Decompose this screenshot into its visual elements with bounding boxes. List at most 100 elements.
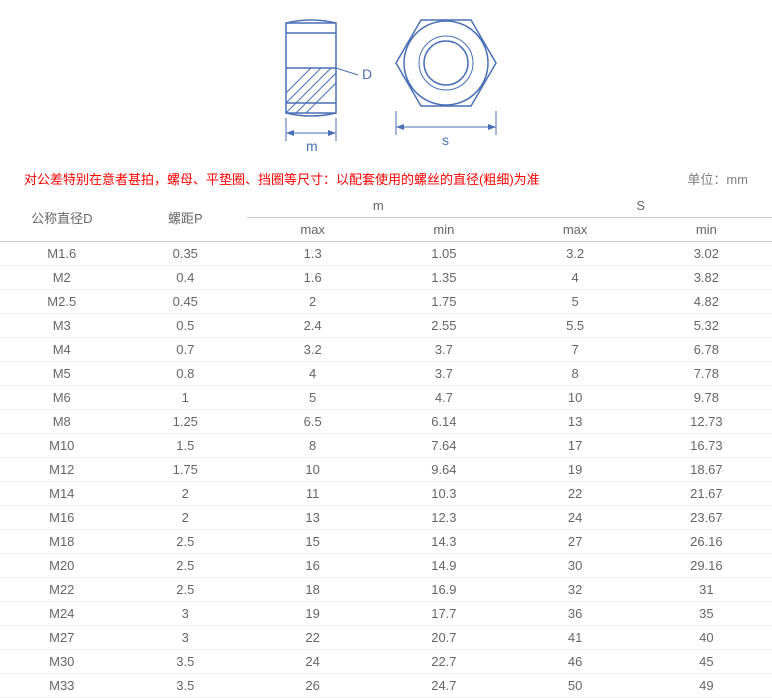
table-row: M101.587.641716.73 <box>0 434 772 458</box>
cell-d: M4 <box>0 338 124 362</box>
table-row: M2.50.4521.7554.82 <box>0 290 772 314</box>
cell-mmax: 2 <box>247 290 378 314</box>
cell-p: 1.5 <box>124 434 248 458</box>
cell-p: 3.5 <box>124 650 248 674</box>
table-row: M6154.7109.78 <box>0 386 772 410</box>
table-row: M333.52624.75049 <box>0 674 772 698</box>
cell-mmin: 14.3 <box>378 530 509 554</box>
cell-mmax: 4 <box>247 362 378 386</box>
cell-d: M22 <box>0 578 124 602</box>
table-row: M2431917.73635 <box>0 602 772 626</box>
table-row: M1421110.32221.67 <box>0 482 772 506</box>
header-s-max: max <box>510 218 641 242</box>
table-body: M1.60.351.31.053.23.02M20.41.61.3543.82M… <box>0 242 772 698</box>
header-s: S <box>510 194 772 218</box>
cell-d: M3 <box>0 314 124 338</box>
cell-smax: 50 <box>510 674 641 698</box>
cell-mmin: 3.7 <box>378 362 509 386</box>
cell-mmin: 1.05 <box>378 242 509 266</box>
cell-p: 2.5 <box>124 554 248 578</box>
diagram-label-s: s <box>442 132 449 148</box>
cell-smax: 36 <box>510 602 641 626</box>
cell-mmin: 4.7 <box>378 386 509 410</box>
cell-d: M10 <box>0 434 124 458</box>
table-row: M182.51514.32726.16 <box>0 530 772 554</box>
cell-smin: 18.67 <box>641 458 772 482</box>
cell-smin: 21.67 <box>641 482 772 506</box>
cell-p: 2 <box>124 482 248 506</box>
table-row: M50.843.787.78 <box>0 362 772 386</box>
cell-p: 0.8 <box>124 362 248 386</box>
unit-label: 单位：mm <box>687 169 748 188</box>
cell-smin: 31 <box>641 578 772 602</box>
cell-p: 2 <box>124 506 248 530</box>
cell-d: M27 <box>0 626 124 650</box>
cell-mmax: 1.3 <box>247 242 378 266</box>
cell-mmax: 16 <box>247 554 378 578</box>
cell-mmax: 10 <box>247 458 378 482</box>
cell-smin: 40 <box>641 626 772 650</box>
header-d: 公称直径D <box>0 194 124 242</box>
cell-p: 2.5 <box>124 530 248 554</box>
cell-smax: 19 <box>510 458 641 482</box>
cell-p: 1 <box>124 386 248 410</box>
cell-smax: 30 <box>510 554 641 578</box>
table-row: M2732220.74140 <box>0 626 772 650</box>
cell-mmax: 22 <box>247 626 378 650</box>
cell-d: M2 <box>0 266 124 290</box>
cell-d: M14 <box>0 482 124 506</box>
table-row: M20.41.61.3543.82 <box>0 266 772 290</box>
cell-mmin: 10.3 <box>378 482 509 506</box>
cell-smin: 3.02 <box>641 242 772 266</box>
cell-p: 1.75 <box>124 458 248 482</box>
cell-mmin: 7.64 <box>378 434 509 458</box>
nut-diagram-svg: D m s <box>226 5 546 160</box>
cell-smax: 24 <box>510 506 641 530</box>
cell-smin: 35 <box>641 602 772 626</box>
cell-d: M30 <box>0 650 124 674</box>
table-row: M202.51614.93029.16 <box>0 554 772 578</box>
cell-p: 0.4 <box>124 266 248 290</box>
cell-mmin: 14.9 <box>378 554 509 578</box>
cell-d: M12 <box>0 458 124 482</box>
cell-smin: 23.67 <box>641 506 772 530</box>
cell-d: M24 <box>0 602 124 626</box>
cell-smax: 17 <box>510 434 641 458</box>
table-row: M40.73.23.776.78 <box>0 338 772 362</box>
cell-p: 0.35 <box>124 242 248 266</box>
cell-mmax: 18 <box>247 578 378 602</box>
cell-p: 0.45 <box>124 290 248 314</box>
cell-mmax: 26 <box>247 674 378 698</box>
cell-smax: 5.5 <box>510 314 641 338</box>
cell-p: 3 <box>124 602 248 626</box>
note-row: 对公差特别在意者甚拍，螺母、平垫圈、挡圈等尺寸：以配套使用的螺丝的直径(粗细)为… <box>0 165 772 194</box>
cell-mmax: 19 <box>247 602 378 626</box>
cell-d: M2.5 <box>0 290 124 314</box>
cell-d: M20 <box>0 554 124 578</box>
cell-smax: 10 <box>510 386 641 410</box>
cell-smax: 7 <box>510 338 641 362</box>
table-row: M1621312.32423.67 <box>0 506 772 530</box>
diagram-label-m: m <box>306 138 318 154</box>
table-row: M121.75109.641918.67 <box>0 458 772 482</box>
cell-mmin: 1.75 <box>378 290 509 314</box>
header-m: m <box>247 194 509 218</box>
cell-smin: 26.16 <box>641 530 772 554</box>
table-row: M303.52422.74645 <box>0 650 772 674</box>
dimension-table: 公称直径D 螺距P m S max min max min M1.60.351.… <box>0 194 772 698</box>
cell-mmax: 15 <box>247 530 378 554</box>
cell-mmin: 1.35 <box>378 266 509 290</box>
cell-smin: 3.82 <box>641 266 772 290</box>
table-row: M30.52.42.555.55.32 <box>0 314 772 338</box>
cell-d: M18 <box>0 530 124 554</box>
cell-smax: 13 <box>510 410 641 434</box>
cell-d: M1.6 <box>0 242 124 266</box>
cell-smax: 46 <box>510 650 641 674</box>
cell-mmin: 22.7 <box>378 650 509 674</box>
cell-mmin: 2.55 <box>378 314 509 338</box>
cell-p: 2.5 <box>124 578 248 602</box>
cell-smax: 41 <box>510 626 641 650</box>
cell-mmin: 17.7 <box>378 602 509 626</box>
table-row: M1.60.351.31.053.23.02 <box>0 242 772 266</box>
cell-smax: 3.2 <box>510 242 641 266</box>
